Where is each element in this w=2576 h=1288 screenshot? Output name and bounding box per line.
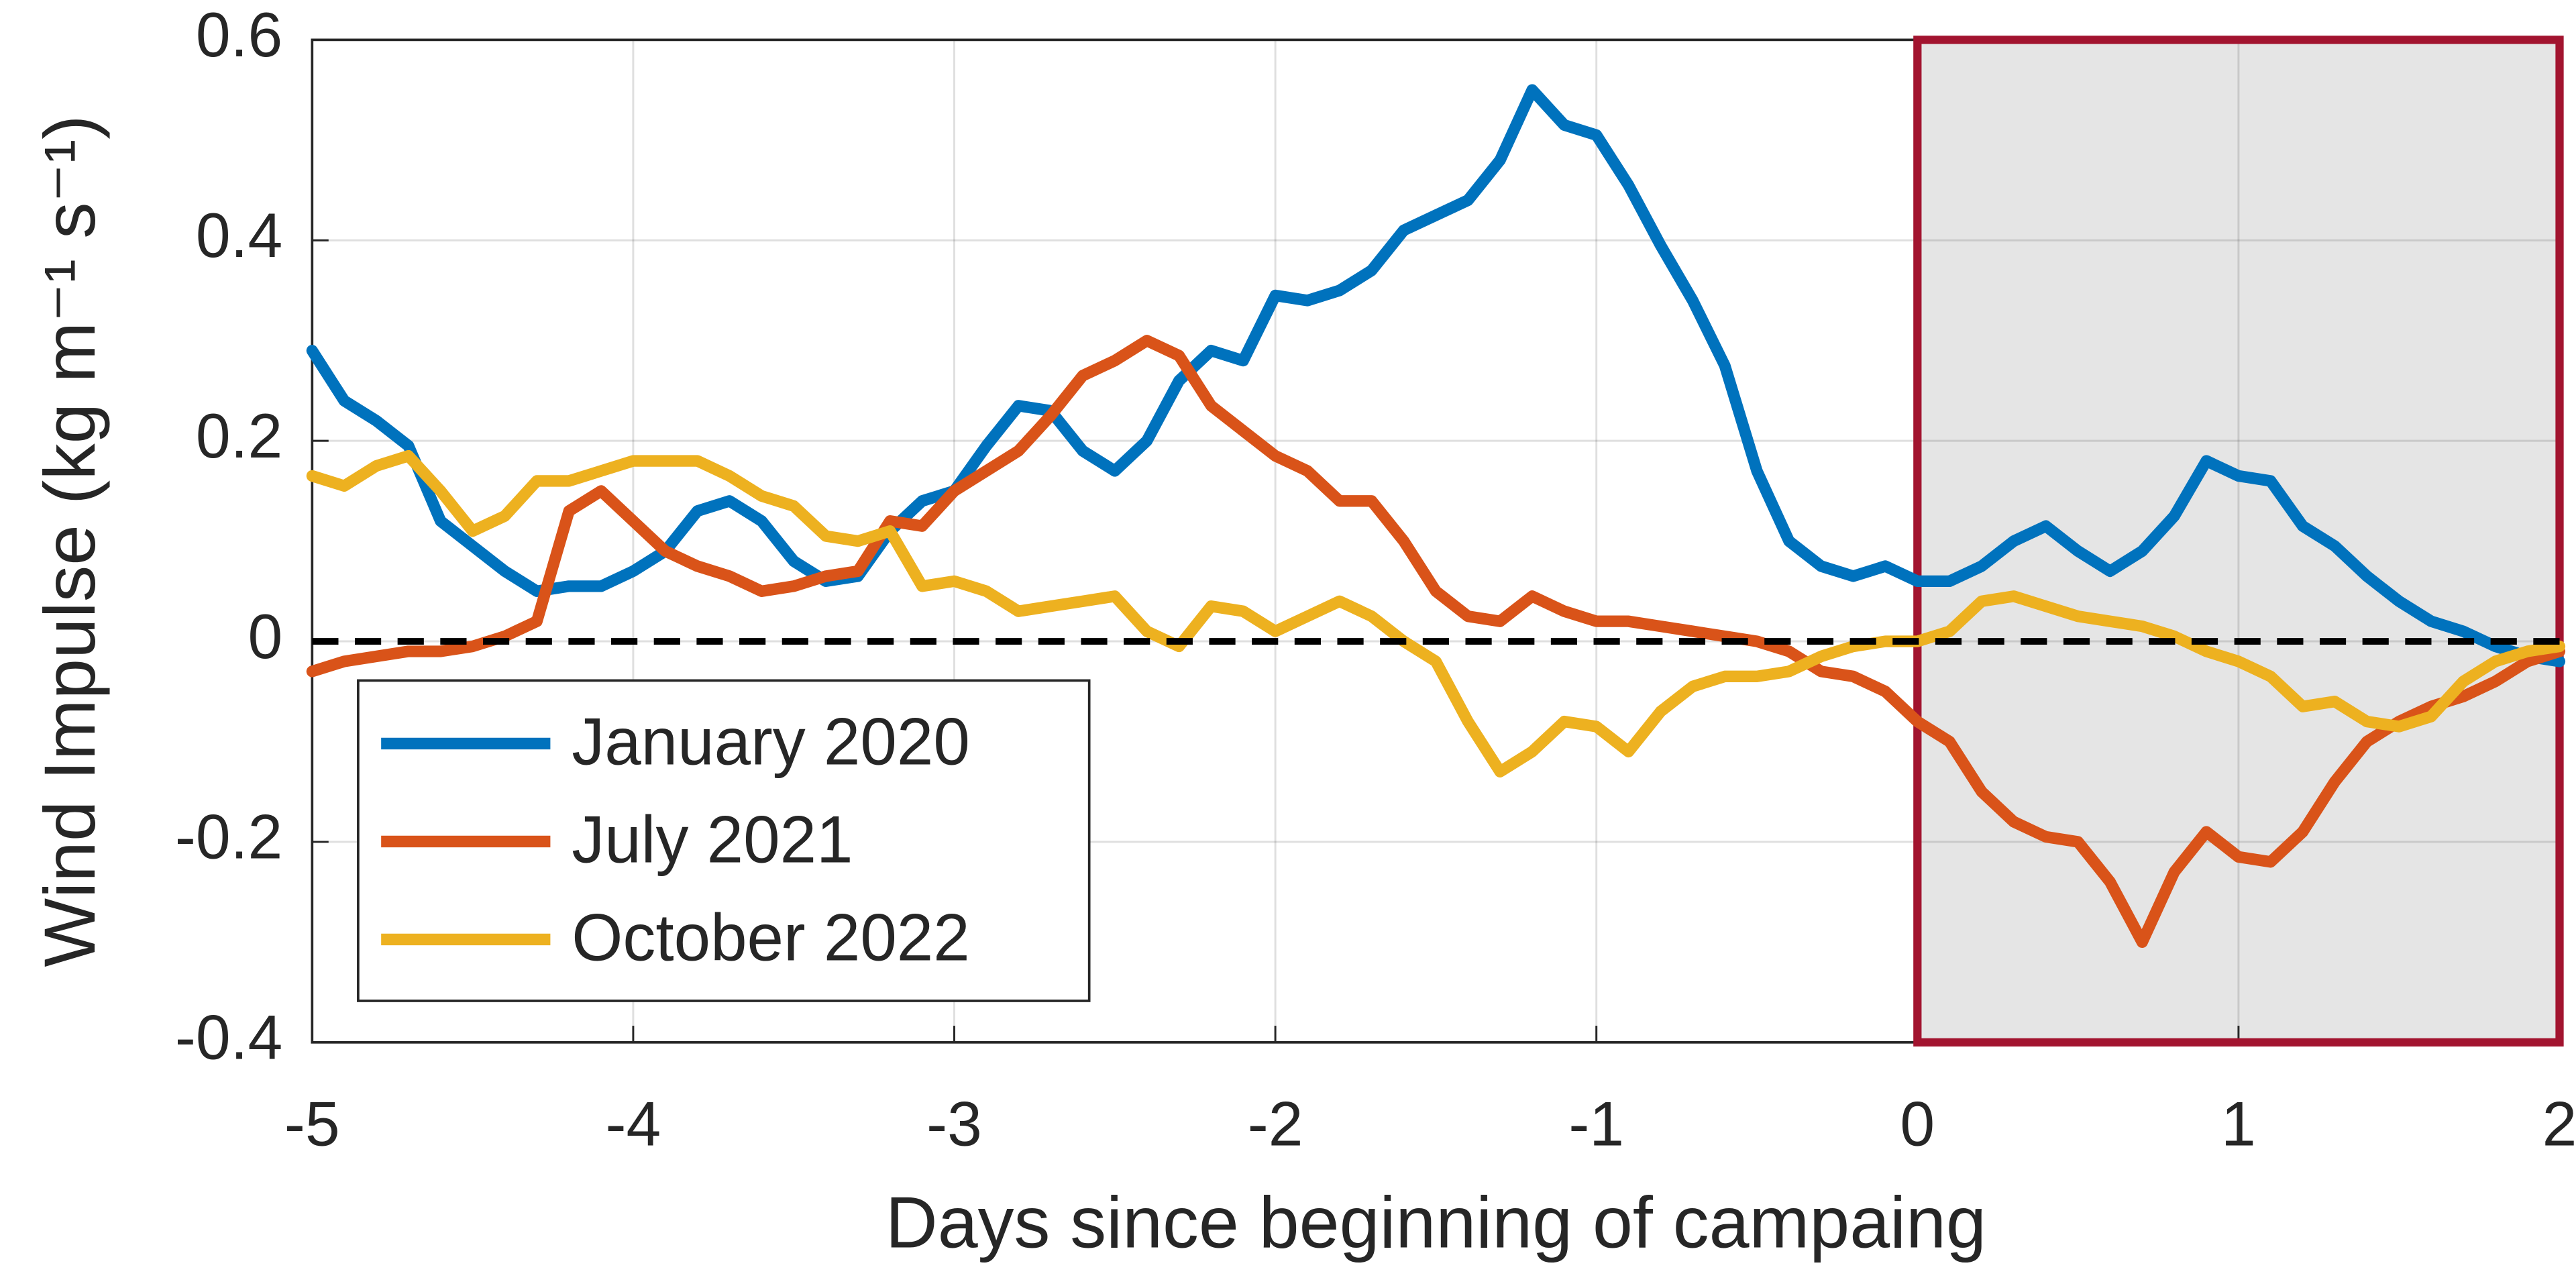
legend-label: January 2020 bbox=[572, 704, 970, 779]
x-tick-label: 2 bbox=[2542, 1088, 2576, 1159]
y-tick-label: -0.4 bbox=[175, 1002, 282, 1073]
legend-label: July 2021 bbox=[572, 802, 853, 877]
y-tick-label: -0.2 bbox=[175, 801, 282, 872]
x-tick-label: -5 bbox=[284, 1088, 340, 1159]
x-tick-label: -4 bbox=[606, 1088, 661, 1159]
y-axis-label: Wind Impulse (kg m⁻¹ s⁻¹) bbox=[30, 115, 110, 967]
y-tick-label: 0.6 bbox=[196, 0, 282, 70]
x-tick-label: 1 bbox=[2221, 1088, 2256, 1159]
data-line bbox=[306, 335, 2566, 949]
data-line bbox=[306, 84, 2566, 667]
x-axis-label: Days since beginning of campaing bbox=[885, 1181, 1986, 1263]
x-tick-label: -3 bbox=[926, 1088, 982, 1159]
x-tick-label: 0 bbox=[1900, 1088, 1935, 1159]
highlight-border bbox=[1913, 36, 2564, 1046]
legend-label: October 2022 bbox=[572, 900, 970, 975]
y-tick-label: 0 bbox=[248, 600, 282, 672]
x-tick-label: -1 bbox=[1568, 1088, 1624, 1159]
y-tick-label: 0.2 bbox=[196, 400, 282, 472]
y-tick-label: 0.4 bbox=[196, 200, 282, 271]
x-tick-label: -2 bbox=[1248, 1088, 1303, 1159]
data-line bbox=[306, 449, 2566, 777]
